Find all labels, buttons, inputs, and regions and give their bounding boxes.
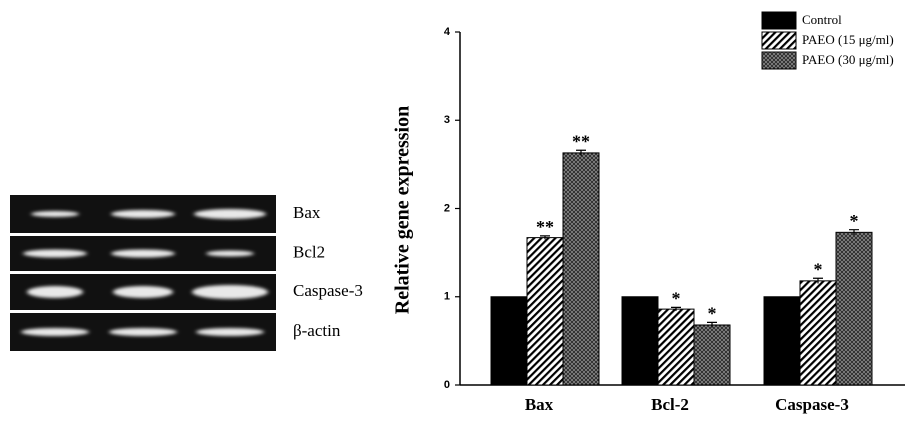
- gel-label: Caspase-3: [293, 281, 363, 300]
- gel-band: [23, 250, 87, 258]
- gel-band: [196, 328, 264, 336]
- bar: [800, 281, 836, 385]
- gel-panel: Bax Bcl2 Caspase-3 β-actin: [10, 195, 363, 351]
- significance-marker: *: [708, 303, 717, 323]
- gel-band: [194, 209, 266, 219]
- gel-label: β-actin: [293, 321, 341, 340]
- y-tick-label: 3: [444, 114, 450, 126]
- gel-band: [111, 250, 175, 258]
- bar: [491, 297, 527, 385]
- legend-swatch: [762, 32, 796, 49]
- significance-marker: *: [814, 259, 823, 279]
- x-tick-label: Caspase-3: [775, 395, 849, 414]
- legend-label: PAEO (30 μg/ml): [802, 52, 894, 67]
- legend-label: Control: [802, 12, 842, 27]
- x-tick-label: Bax: [525, 395, 554, 414]
- bar: [563, 153, 599, 385]
- bar: [527, 238, 563, 385]
- bar: [694, 325, 730, 385]
- gel-band: [31, 211, 79, 217]
- gel-band: [206, 251, 254, 257]
- gel-band: [27, 286, 83, 298]
- significance-marker: *: [672, 288, 681, 308]
- y-tick-label: 0: [444, 379, 450, 391]
- legend-swatch: [762, 52, 796, 69]
- gel-band: [192, 285, 268, 299]
- bar: [764, 297, 800, 385]
- x-tick-label: Bcl-2: [651, 395, 689, 414]
- y-axis-label: Relative gene expression: [392, 106, 414, 315]
- gel-band: [21, 328, 89, 336]
- significance-marker: **: [536, 217, 554, 237]
- gel-band: [111, 210, 175, 218]
- legend-swatch: [762, 12, 796, 29]
- bar: [836, 232, 872, 385]
- legend-label: PAEO (15 μg/ml): [802, 32, 894, 47]
- gel-label: Bcl2: [293, 242, 325, 261]
- significance-marker: **: [572, 131, 590, 151]
- bar: [622, 297, 658, 385]
- gel-band: [109, 328, 177, 336]
- bar: [658, 309, 694, 385]
- figure: Bax Bcl2 Caspase-3 β-actin 0 1 2 3 4 Relative ge…: [0, 0, 919, 418]
- gel-label: Bax: [293, 203, 321, 222]
- y-tick-label: 2: [444, 202, 450, 214]
- gel-band: [113, 286, 173, 298]
- y-tick-label: 1: [444, 291, 450, 303]
- significance-marker: *: [850, 211, 859, 231]
- y-tick-label: 4: [444, 26, 451, 38]
